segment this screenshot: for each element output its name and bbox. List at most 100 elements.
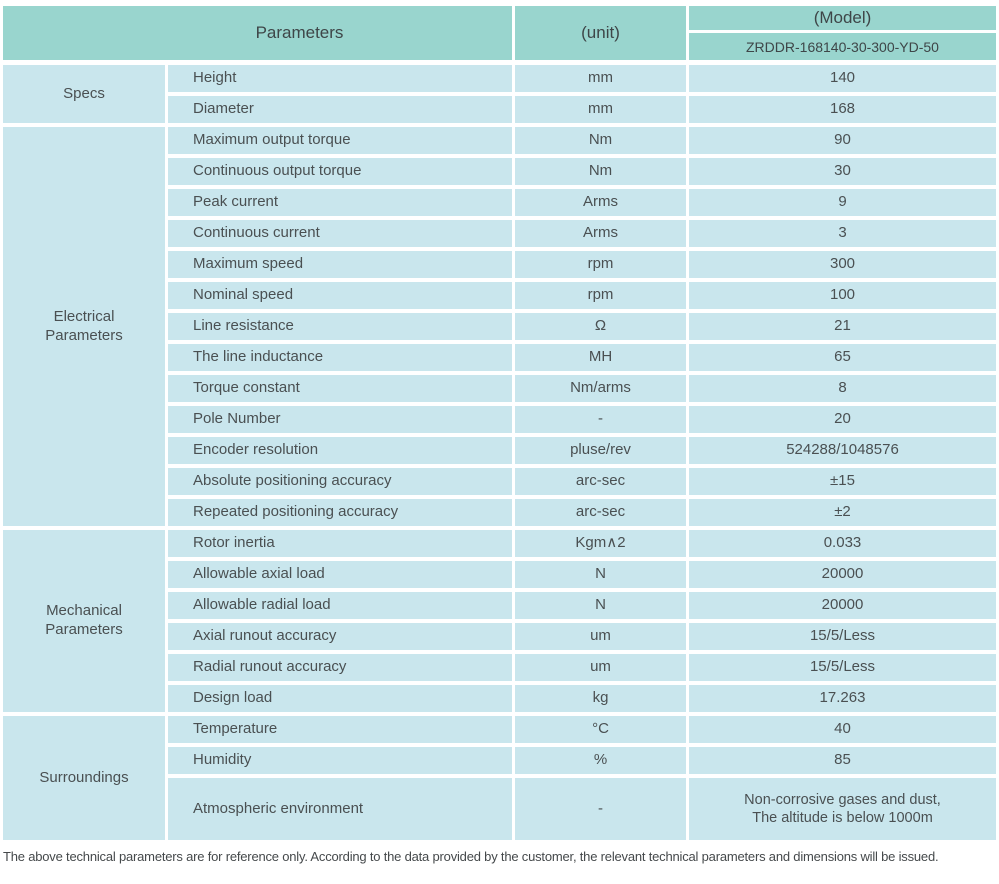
- header-parameters: Parameters: [3, 6, 512, 60]
- param-name: Peak current: [168, 189, 512, 216]
- header-model-label: (Model): [689, 6, 996, 30]
- section-specs: Specs Height mm 140 Diameter mm 168: [3, 65, 996, 123]
- param-value: 3: [689, 220, 996, 247]
- table-row: The line inductance MH 65: [168, 344, 996, 371]
- param-name: Continuous current: [168, 220, 512, 247]
- table-row: Absolute positioning accuracy arc-sec ±1…: [168, 468, 996, 495]
- param-unit: um: [515, 623, 686, 650]
- param-name: Maximum output torque: [168, 127, 512, 154]
- param-name: Line resistance: [168, 313, 512, 340]
- header-unit: (unit): [515, 6, 686, 60]
- table-row: Repeated positioning accuracy arc-sec ±2: [168, 499, 996, 526]
- table-row: Encoder resolution pluse/rev 524288/1048…: [168, 437, 996, 464]
- param-unit: arc-sec: [515, 499, 686, 526]
- table-row: Axial runout accuracy um 15/5/Less: [168, 623, 996, 650]
- category-cell: Electrical Parameters: [3, 127, 165, 526]
- param-unit: °C: [515, 716, 686, 743]
- param-value: 17.263: [689, 685, 996, 712]
- table-row: Radial runout accuracy um 15/5/Less: [168, 654, 996, 681]
- section-mechanical: Mechanical Parameters Rotor inertia Kgm∧…: [3, 530, 996, 712]
- section-rows: Temperature °C 40 Humidity % 85 Atmosphe…: [168, 716, 996, 840]
- param-value: Non-corrosive gases and dust, The altitu…: [689, 778, 996, 840]
- header-model-column: (Model) ZRDDR-168140-30-300-YD-50: [689, 6, 996, 60]
- table-header: Parameters (unit) (Model) ZRDDR-168140-3…: [3, 6, 996, 60]
- table-row: Nominal speed rpm 100: [168, 282, 996, 309]
- table-row: Atmospheric environment - Non-corrosive …: [168, 778, 996, 840]
- category-cell: Surroundings: [3, 716, 165, 840]
- param-value: 21: [689, 313, 996, 340]
- table-row: Diameter mm 168: [168, 96, 996, 123]
- table-row: Pole Number - 20: [168, 406, 996, 433]
- param-value: 300: [689, 251, 996, 278]
- param-unit: -: [515, 778, 686, 840]
- param-unit: Kgm∧2: [515, 530, 686, 557]
- category-cell: Specs: [3, 65, 165, 123]
- param-value: 15/5/Less: [689, 654, 996, 681]
- param-name: Encoder resolution: [168, 437, 512, 464]
- param-unit: um: [515, 654, 686, 681]
- param-unit: mm: [515, 96, 686, 123]
- table-row: Height mm 140: [168, 65, 996, 92]
- param-name: Height: [168, 65, 512, 92]
- param-name: Continuous output torque: [168, 158, 512, 185]
- table-row: Maximum output torque Nm 90: [168, 127, 996, 154]
- param-unit: MH: [515, 344, 686, 371]
- param-value: 15/5/Less: [689, 623, 996, 650]
- param-unit: kg: [515, 685, 686, 712]
- param-name: Maximum speed: [168, 251, 512, 278]
- param-name: The line inductance: [168, 344, 512, 371]
- param-unit: %: [515, 747, 686, 774]
- section-rows: Height mm 140 Diameter mm 168: [168, 65, 996, 123]
- param-name: Repeated positioning accuracy: [168, 499, 512, 526]
- param-value: 168: [689, 96, 996, 123]
- header-model-value: ZRDDR-168140-30-300-YD-50: [689, 33, 996, 60]
- footnote-text: The above technical parameters are for r…: [3, 849, 939, 864]
- param-name: Allowable axial load: [168, 561, 512, 588]
- table-row: Temperature °C 40: [168, 716, 996, 743]
- param-value: 20: [689, 406, 996, 433]
- param-value: 65: [689, 344, 996, 371]
- param-value: 8: [689, 375, 996, 402]
- table-row: Allowable axial load N 20000: [168, 561, 996, 588]
- param-value: 20000: [689, 561, 996, 588]
- section-rows: Maximum output torque Nm 90 Continuous o…: [168, 127, 996, 526]
- param-unit: -: [515, 406, 686, 433]
- param-value: 85: [689, 747, 996, 774]
- table-row: Design load kg 17.263: [168, 685, 996, 712]
- section-rows: Rotor inertia Kgm∧2 0.033 Allowable axia…: [168, 530, 996, 712]
- param-unit: Nm: [515, 158, 686, 185]
- param-unit: Nm/arms: [515, 375, 686, 402]
- param-name: Torque constant: [168, 375, 512, 402]
- param-name: Design load: [168, 685, 512, 712]
- param-value: 90: [689, 127, 996, 154]
- param-name: Humidity: [168, 747, 512, 774]
- param-value: 30: [689, 158, 996, 185]
- param-unit: rpm: [515, 282, 686, 309]
- param-value: 20000: [689, 592, 996, 619]
- category-cell: Mechanical Parameters: [3, 530, 165, 712]
- param-value: 100: [689, 282, 996, 309]
- section-electrical: Electrical Parameters Maximum output tor…: [3, 127, 996, 526]
- param-name: Nominal speed: [168, 282, 512, 309]
- param-unit: Arms: [515, 189, 686, 216]
- param-unit: pluse/rev: [515, 437, 686, 464]
- table-row: Continuous output torque Nm 30: [168, 158, 996, 185]
- param-unit: N: [515, 592, 686, 619]
- param-unit: Arms: [515, 220, 686, 247]
- param-value: 140: [689, 65, 996, 92]
- param-name: Atmospheric environment: [168, 778, 512, 840]
- table-row: Humidity % 85: [168, 747, 996, 774]
- param-name: Radial runout accuracy: [168, 654, 512, 681]
- param-name: Axial runout accuracy: [168, 623, 512, 650]
- param-value: ±2: [689, 499, 996, 526]
- table-row: Rotor inertia Kgm∧2 0.033: [168, 530, 996, 557]
- param-value: 40: [689, 716, 996, 743]
- param-value: 9: [689, 189, 996, 216]
- param-value: 0.033: [689, 530, 996, 557]
- param-value: 524288/1048576: [689, 437, 996, 464]
- param-value: ±15: [689, 468, 996, 495]
- param-unit: Nm: [515, 127, 686, 154]
- section-surroundings: Surroundings Temperature °C 40 Humidity …: [3, 716, 996, 840]
- param-unit: Ω: [515, 313, 686, 340]
